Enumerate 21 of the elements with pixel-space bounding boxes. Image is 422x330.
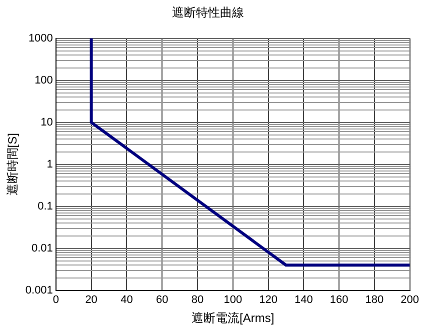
y-tick-label: 1 [46,158,53,170]
x-tick-label: 40 [120,294,133,306]
x-tick-label: 200 [400,294,420,306]
x-tick-label: 0 [52,294,59,306]
x-tick-label: 60 [156,294,168,306]
y-tick-label: 10 [40,116,53,128]
x-axis-title: 遮断電流[Arms] [192,311,274,326]
x-tick-label: 160 [330,294,348,306]
x-tick-label: 100 [224,294,242,306]
x-tick-label: 140 [294,294,313,306]
y-tick-label: 0.1 [38,200,53,212]
y-tick-label: 1000 [28,32,53,44]
x-tick-label: 120 [259,294,278,306]
x-tick-label: 20 [85,294,98,306]
y-tick-label: 100 [34,74,53,86]
x-tick-label: 80 [191,294,204,306]
x-tick-label: 180 [365,294,384,306]
y-tick-label: 0.001 [25,284,53,296]
y-tick-label: 0.01 [32,242,53,254]
y-axis-title: 遮断時間[S] [6,133,20,196]
chart-title: 遮断特性曲線 [172,6,244,20]
